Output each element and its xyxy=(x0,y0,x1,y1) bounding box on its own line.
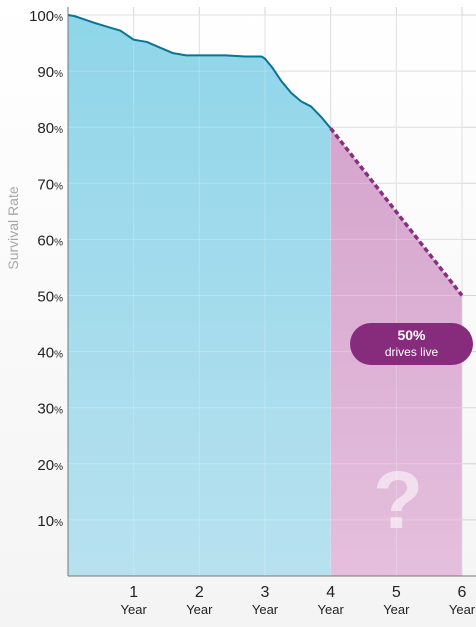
x-tick-label: 6 xyxy=(458,584,467,601)
x-tick-label: 1 xyxy=(129,584,138,601)
y-tick-unit: % xyxy=(54,350,63,361)
y-tick-value: 50 xyxy=(37,289,54,306)
y-tick-label: 10% xyxy=(37,513,63,530)
y-tick-label: 80% xyxy=(37,120,63,137)
y-tick-value: 60 xyxy=(37,232,54,249)
y-tick-unit: % xyxy=(54,518,63,529)
observed-area xyxy=(68,15,331,576)
x-tick-label: 5 xyxy=(392,584,401,601)
y-tick-label: 60% xyxy=(37,232,63,249)
y-tick-unit: % xyxy=(54,125,63,136)
y-tick-label: 70% xyxy=(37,176,63,193)
annotation-layer: 50% drives live? xyxy=(350,323,473,546)
y-tick-value: 90 xyxy=(37,64,54,81)
y-tick-unit: % xyxy=(54,406,63,417)
x-tick-label: 3 xyxy=(261,584,270,601)
y-tick-unit: % xyxy=(54,181,63,192)
unknown-question-mark: ? xyxy=(373,455,423,546)
axis-layer xyxy=(67,7,476,577)
annotation-badge xyxy=(350,323,473,365)
y-tick-unit: % xyxy=(54,69,63,80)
y-tick-unit: % xyxy=(54,294,63,305)
y-tick-label: 50% xyxy=(37,289,63,306)
projected-series-line xyxy=(329,127,464,297)
y-tick-value: 80 xyxy=(37,120,54,137)
y-tick-value: 10 xyxy=(37,513,54,530)
y-axis-label: Survival Rate xyxy=(5,186,21,269)
x-tick-label: 4 xyxy=(326,584,335,601)
x-tick-unit: Year xyxy=(449,602,476,617)
y-tick-label: 100% xyxy=(29,8,63,25)
y-tick-label: 20% xyxy=(37,457,63,474)
x-tick-unit: Year xyxy=(318,602,345,617)
x-tick-label: 2 xyxy=(195,584,204,601)
annotation-value: 50% xyxy=(397,327,426,343)
y-tick-value: 70 xyxy=(37,176,54,193)
tick-label-layer: 10%20%30%40%50%60%70%80%90%100%1Year2Yea… xyxy=(29,8,476,617)
y-tick-unit: % xyxy=(54,13,63,24)
y-tick-value: 20 xyxy=(37,457,54,474)
y-tick-value: 30 xyxy=(37,401,54,418)
y-tick-value: 100 xyxy=(29,8,54,25)
x-tick-unit: Year xyxy=(121,602,148,617)
x-tick-unit: Year xyxy=(383,602,410,617)
y-tick-unit: % xyxy=(54,462,63,473)
annotation-label: drives live xyxy=(385,345,439,359)
y-tick-value: 40 xyxy=(37,345,54,362)
y-tick-label: 40% xyxy=(37,345,63,362)
y-tick-label: 30% xyxy=(37,401,63,418)
y-tick-unit: % xyxy=(54,237,63,248)
y-tick-label: 90% xyxy=(37,64,63,81)
observed-series-line xyxy=(67,14,332,129)
x-tick-unit: Year xyxy=(252,602,279,617)
x-tick-unit: Year xyxy=(186,602,213,617)
